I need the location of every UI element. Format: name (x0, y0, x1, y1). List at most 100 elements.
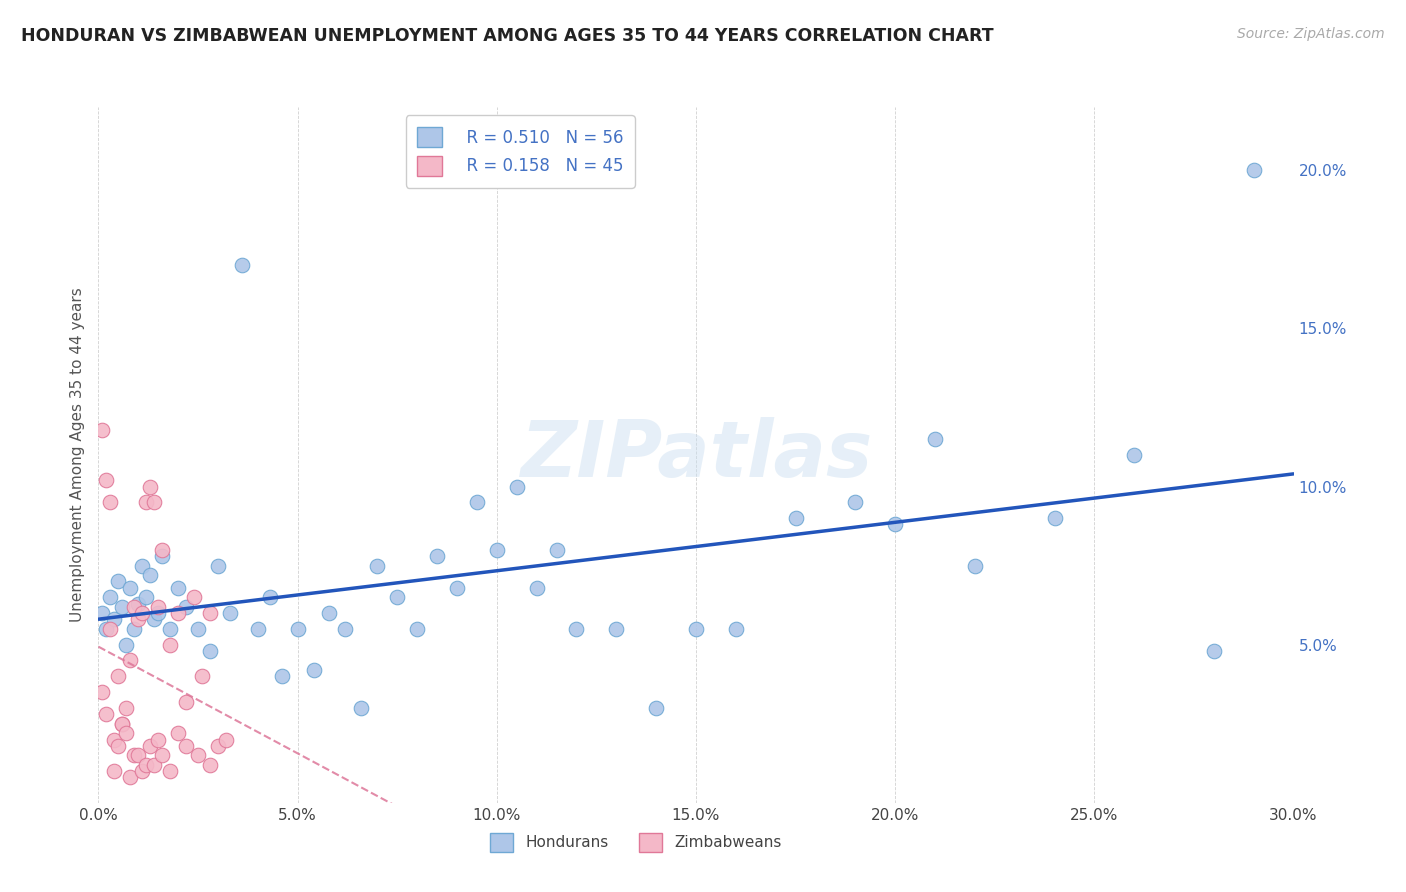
Point (143, 612, 166, 626)
Legend: Hondurans, Zimbabweans: Hondurans, Zimbabweans (485, 827, 787, 858)
Point (198, 606, 221, 620)
Point (187, 748, 209, 763)
Point (135, 591, 157, 605)
Point (111, 716, 134, 731)
Point (335, 622, 357, 636)
Point (219, 606, 242, 620)
Point (150, 549, 173, 563)
Point (98, 622, 122, 636)
Point (91, 423, 114, 437)
Point (148, 732, 170, 747)
Point (183, 591, 205, 605)
Point (446, 581, 468, 595)
Point (207, 558, 229, 573)
Point (1123, 448, 1146, 462)
Point (191, 669, 214, 683)
Point (96, 473, 118, 487)
Point (167, 581, 190, 595)
Point (645, 701, 668, 715)
Point (174, 739, 197, 753)
Point (963, 558, 986, 573)
Point (131, 558, 153, 573)
Point (174, 695, 197, 709)
Point (124, 748, 146, 763)
Point (1043, 511, 1066, 525)
Point (366, 558, 388, 573)
Point (148, 599, 170, 614)
Point (406, 622, 429, 636)
Point (318, 606, 340, 620)
Point (605, 622, 627, 636)
Point (91, 685, 114, 699)
Point (485, 542, 508, 557)
Text: HONDURAN VS ZIMBABWEAN UNEMPLOYMENT AMONG AGES 35 TO 44 YEARS CORRELATION CHART: HONDURAN VS ZIMBABWEAN UNEMPLOYMENT AMON… (21, 27, 994, 45)
Point (426, 549, 449, 563)
Point (884, 517, 907, 532)
Point (115, 638, 138, 652)
Point (385, 591, 409, 605)
Point (148, 606, 170, 620)
Point (135, 757, 157, 772)
Point (246, 622, 269, 636)
Point (350, 701, 373, 715)
Point (198, 644, 221, 658)
Point (143, 757, 166, 772)
Point (215, 732, 238, 747)
Point (91, 606, 114, 620)
Point (1243, 163, 1265, 178)
Point (107, 669, 129, 683)
Point (107, 574, 129, 589)
Point (506, 479, 529, 493)
Point (302, 663, 325, 677)
Point (111, 716, 134, 731)
Point (120, 771, 142, 785)
Point (159, 622, 181, 636)
Point (120, 581, 142, 595)
Point (127, 748, 149, 763)
Point (526, 581, 548, 595)
Point (143, 495, 166, 509)
Point (127, 612, 149, 626)
Point (111, 599, 134, 614)
Point (150, 542, 173, 557)
Point (259, 591, 281, 605)
Point (924, 432, 946, 446)
Point (1202, 644, 1225, 658)
Point (127, 597, 149, 611)
Text: ZIPatlas: ZIPatlas (520, 417, 872, 493)
Point (98, 495, 122, 509)
Point (198, 757, 221, 772)
Point (546, 542, 568, 557)
Point (159, 638, 181, 652)
Point (96, 707, 118, 722)
Point (231, 258, 253, 272)
Y-axis label: Unemployment Among Ages 35 to 44 years: Unemployment Among Ages 35 to 44 years (69, 287, 84, 623)
Point (103, 764, 125, 779)
Point (96, 622, 118, 636)
Point (139, 568, 162, 582)
Point (287, 622, 309, 636)
Point (131, 764, 153, 779)
Point (724, 622, 747, 636)
Point (844, 495, 866, 509)
Point (135, 495, 157, 509)
Point (107, 739, 129, 753)
Point (207, 739, 229, 753)
Point (465, 495, 488, 509)
Point (115, 701, 138, 715)
Point (785, 511, 807, 525)
Point (167, 726, 190, 740)
Point (124, 599, 146, 614)
Point (124, 622, 146, 636)
Point (167, 606, 190, 620)
Point (270, 669, 292, 683)
Point (159, 764, 181, 779)
Point (565, 622, 588, 636)
Point (131, 606, 153, 620)
Point (98, 591, 122, 605)
Point (139, 479, 162, 493)
Point (150, 748, 173, 763)
Point (139, 739, 162, 753)
Text: Source: ZipAtlas.com: Source: ZipAtlas.com (1237, 27, 1385, 41)
Point (187, 622, 209, 636)
